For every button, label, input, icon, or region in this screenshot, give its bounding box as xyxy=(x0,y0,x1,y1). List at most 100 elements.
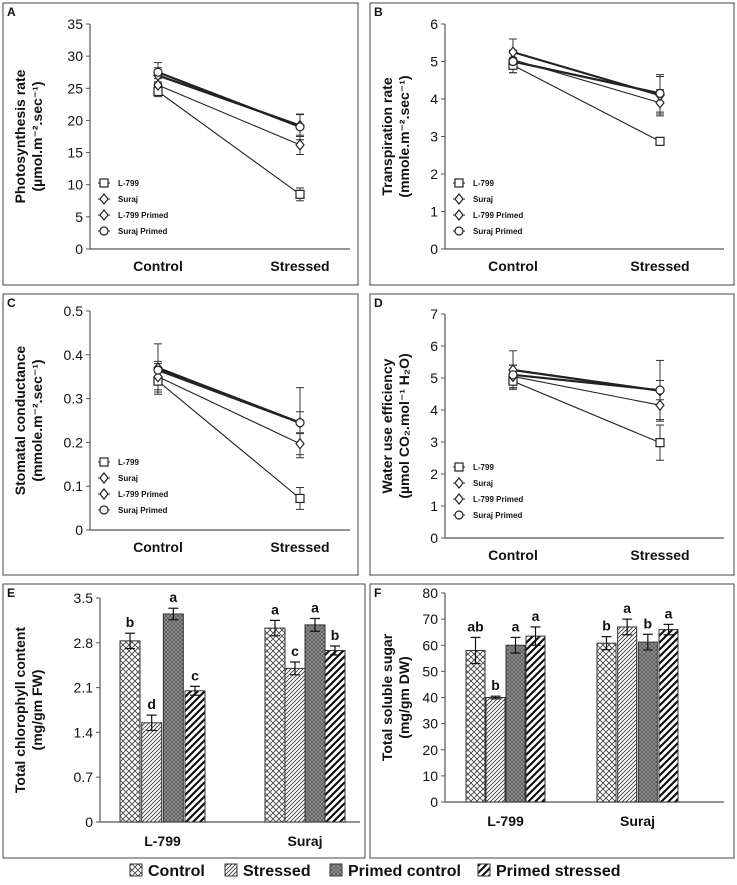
legend-label: Stressed xyxy=(243,863,311,880)
y-tick-label: 10 xyxy=(67,177,83,193)
y-axis-title: Total soluble sugar xyxy=(379,633,395,761)
x-category-label: Stressed xyxy=(270,258,329,274)
panel-letter: D xyxy=(374,296,383,310)
y-tick-label: 5 xyxy=(75,209,83,225)
y-tick-label: 2 xyxy=(430,466,438,482)
y-tick-label: 5 xyxy=(430,370,438,386)
bar xyxy=(596,642,617,803)
bar xyxy=(617,626,638,803)
legend-label: L-799 Primed xyxy=(118,211,168,220)
y-tick-label: 2 xyxy=(430,166,438,182)
panel-frame xyxy=(2,293,359,576)
bar xyxy=(465,649,486,803)
y-tick-label: 80 xyxy=(422,585,438,601)
marker-square xyxy=(454,178,464,188)
legend-label: Primed control xyxy=(348,863,461,880)
marker-circle xyxy=(295,122,305,132)
marker-square xyxy=(655,438,665,448)
y-tick-label: 25 xyxy=(67,80,83,96)
panel-letter: E xyxy=(7,586,15,600)
x-category-label: Stressed xyxy=(630,547,689,563)
series-line xyxy=(157,84,301,146)
legend-label: L-799 Primed xyxy=(473,495,523,504)
legend-swatch xyxy=(329,863,343,877)
y-axis-unit: (µmol CO₂.mol⁻¹ H₂O) xyxy=(396,353,412,498)
x-category-label: Suraj xyxy=(287,833,322,849)
bar xyxy=(505,644,526,803)
y-tick-label: 10 xyxy=(422,768,438,784)
series-line xyxy=(157,369,301,424)
y-tick-label: 2.8 xyxy=(74,635,94,651)
legend-swatch xyxy=(224,863,238,877)
y-tick-label: 5 xyxy=(430,54,438,70)
x-category-label: Stressed xyxy=(630,258,689,274)
significance-letter: d xyxy=(147,696,156,712)
y-tick-label: 0.7 xyxy=(74,769,94,785)
significance-letter: a xyxy=(311,599,319,615)
significance-letter: a xyxy=(623,600,631,616)
panel-letter: F xyxy=(374,586,381,600)
y-tick-label: 0.1 xyxy=(64,478,84,494)
legend-label: Suraj xyxy=(473,479,493,488)
significance-letter: a xyxy=(665,605,673,621)
legend-label: L-799 xyxy=(118,458,139,467)
marker-diamond xyxy=(295,138,305,151)
marker-circle xyxy=(153,67,163,77)
marker-diamond xyxy=(153,79,163,92)
significance-letter: a xyxy=(512,618,520,634)
significance-letter: b xyxy=(491,677,500,693)
significance-letter: ab xyxy=(467,618,483,634)
marker-circle xyxy=(99,505,109,515)
y-tick-label: 2.1 xyxy=(74,680,94,696)
x-category-label: Control xyxy=(133,258,183,274)
series-line xyxy=(157,91,301,195)
y-axis-unit: (µmol.m⁻².sec⁻¹) xyxy=(29,82,45,192)
y-tick-label: 0 xyxy=(75,241,83,257)
series-line xyxy=(512,60,661,95)
panel-letter: C xyxy=(7,296,16,310)
significance-letter: c xyxy=(191,667,199,683)
panel-frame xyxy=(369,583,735,859)
y-tick-label: 50 xyxy=(422,663,438,679)
y-axis-title: Total chlorophyll content xyxy=(12,627,28,794)
x-category-label: L-799 xyxy=(144,833,181,849)
marker-square xyxy=(295,493,305,504)
marker-square xyxy=(99,178,109,188)
panel-frame xyxy=(2,583,366,859)
marker-square xyxy=(99,457,109,467)
legend-label: Suraj xyxy=(118,195,138,204)
y-tick-label: 1 xyxy=(430,498,438,514)
y-axis-title: Transpiration rate xyxy=(379,77,395,195)
x-category-label: Control xyxy=(488,258,538,274)
legend-label: Suraj xyxy=(473,195,493,204)
legend-label: Control xyxy=(148,863,205,880)
bar xyxy=(324,649,346,823)
y-tick-label: 20 xyxy=(422,742,438,758)
y-tick-label: 40 xyxy=(422,690,438,706)
y-tick-label: 1.4 xyxy=(74,724,94,740)
significance-letter: a xyxy=(169,589,177,605)
y-tick-label: 30 xyxy=(422,716,438,732)
y-tick-label: 4 xyxy=(430,402,438,418)
y-tick-label: 6 xyxy=(430,16,438,32)
marker-circle xyxy=(454,226,464,236)
bar xyxy=(119,640,141,823)
legend-label: Suraj Primed xyxy=(118,506,167,515)
marker-diamond xyxy=(655,399,665,412)
marker-circle xyxy=(655,385,665,395)
marker-diamond xyxy=(99,488,109,500)
y-tick-label: 3 xyxy=(430,434,438,450)
significance-letter: b xyxy=(126,614,135,630)
y-tick-label: 1 xyxy=(430,204,438,220)
y-tick-label: 0.3 xyxy=(64,391,84,407)
panel-letter: A xyxy=(7,5,16,19)
marker-square xyxy=(295,189,305,199)
x-category-label: L-799 xyxy=(487,813,524,829)
y-axis-title: Stomatal conductance xyxy=(12,346,28,496)
y-axis-title: Water use efficiency xyxy=(379,358,395,493)
y-tick-label: 0 xyxy=(75,522,83,538)
y-tick-label: 0.2 xyxy=(64,434,84,450)
y-axis-unit: (mmole.m⁻².sec⁻¹) xyxy=(29,359,45,481)
marker-circle xyxy=(295,418,305,428)
